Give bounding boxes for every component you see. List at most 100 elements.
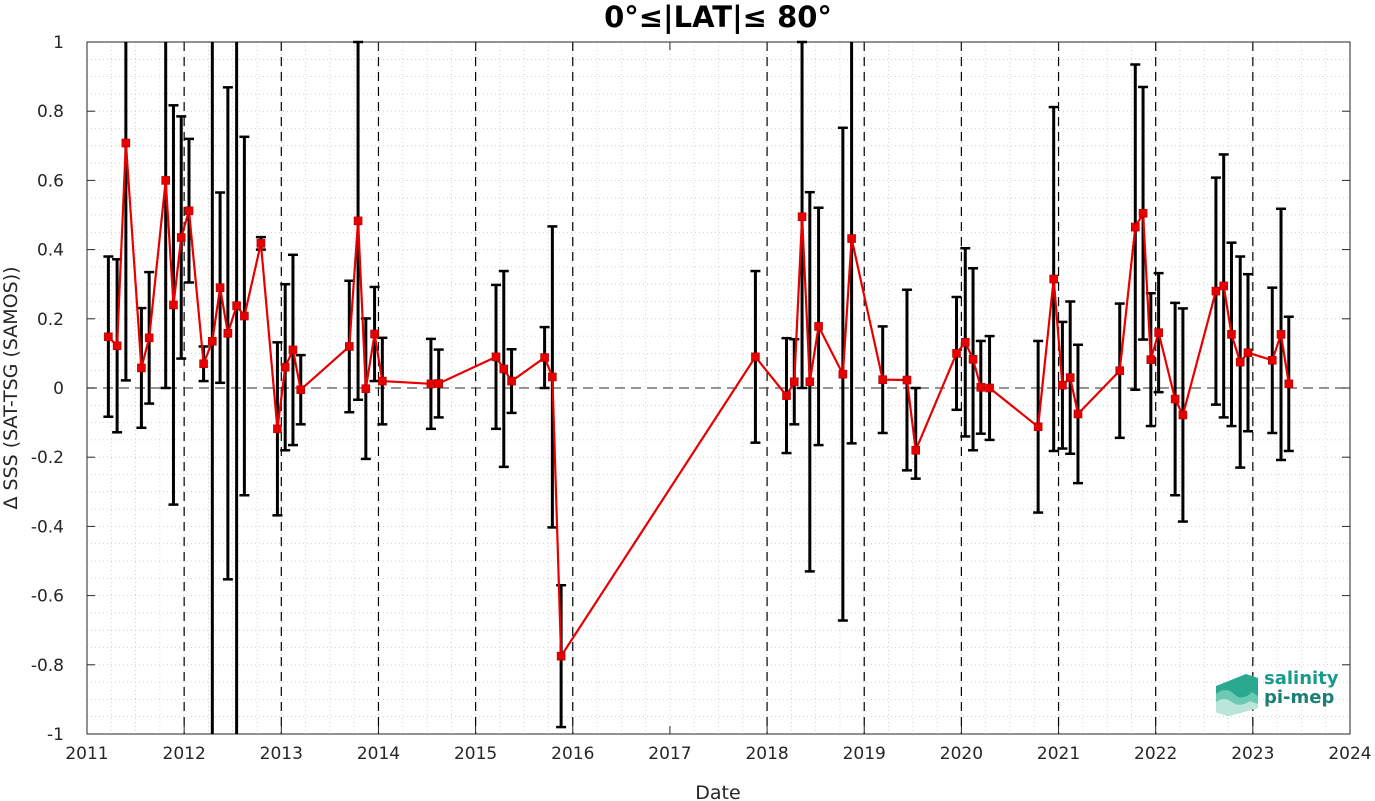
data-point-marker bbox=[1146, 355, 1156, 364]
y-tick-label: 0.2 bbox=[37, 310, 64, 330]
data-point-marker bbox=[751, 352, 760, 362]
data-point-marker bbox=[1219, 281, 1228, 291]
data-point-marker bbox=[370, 329, 379, 339]
y-axis-label: Δ SSS (SAT-TSG (SAMOS)) bbox=[0, 266, 22, 509]
data-point-marker bbox=[1073, 409, 1083, 419]
x-tick-label: 2014 bbox=[357, 744, 400, 764]
data-point-marker bbox=[1058, 380, 1067, 390]
tick-labels: 2011 2012 2013 2014 2015 2016 2017 2018 2019 2020… bbox=[31, 33, 1372, 764]
data-point-marker bbox=[838, 369, 848, 379]
y-tick-label: 0.4 bbox=[37, 241, 64, 261]
data-point-marker bbox=[199, 359, 208, 369]
data-point-marker bbox=[782, 391, 791, 400]
data-point-marker bbox=[556, 651, 566, 661]
data-point-marker bbox=[902, 375, 912, 385]
data-point-marker bbox=[378, 376, 387, 386]
data-point-marker bbox=[911, 445, 921, 455]
data-point-marker bbox=[161, 176, 170, 185]
data-point-marker bbox=[797, 212, 807, 222]
data-point-marker bbox=[507, 376, 516, 386]
data-point-marker bbox=[1284, 379, 1294, 389]
data-point-marker bbox=[1211, 286, 1221, 296]
data-point-marker bbox=[1138, 208, 1148, 218]
data-point-marker bbox=[1227, 330, 1236, 339]
data-point-marker bbox=[1267, 356, 1277, 365]
y-tick-label: -1 bbox=[47, 725, 64, 745]
y-tick-label: 1 bbox=[53, 33, 64, 53]
x-tick-label: 2022 bbox=[1134, 744, 1177, 764]
x-tick-label: 2020 bbox=[940, 744, 983, 764]
x-tick-label: 2011 bbox=[65, 744, 108, 764]
data-point-marker bbox=[137, 363, 146, 373]
data-point-marker bbox=[1178, 410, 1188, 420]
data-point-marker bbox=[223, 329, 233, 338]
data-point-marker bbox=[1065, 373, 1075, 382]
data-point-marker bbox=[1170, 394, 1180, 404]
data-point-marker bbox=[499, 364, 509, 374]
axes bbox=[86, 41, 1351, 735]
y-tick-label: 0 bbox=[53, 379, 64, 399]
data-point-marker bbox=[280, 362, 290, 372]
data-series bbox=[104, 138, 1294, 661]
data-point-marker bbox=[345, 342, 354, 351]
y-tick-label: -0.2 bbox=[31, 448, 64, 468]
data-point-marker bbox=[176, 233, 186, 242]
data-point-marker bbox=[215, 283, 225, 292]
data-point-marker bbox=[169, 300, 178, 310]
chart-title: 0°≤|LAT|≤ 80° bbox=[604, 0, 832, 34]
x-tick-label: 2017 bbox=[648, 744, 691, 764]
data-point-marker bbox=[1115, 366, 1125, 376]
x-tick-label: 2016 bbox=[551, 744, 594, 764]
data-point-marker bbox=[985, 383, 994, 393]
x-tick-label: 2015 bbox=[454, 744, 497, 764]
y-tick-label: 0.6 bbox=[37, 171, 64, 191]
data-point-marker bbox=[288, 345, 298, 355]
x-tick-label: 2023 bbox=[1231, 744, 1274, 764]
logo-text-pimep: pi-mep bbox=[1264, 687, 1335, 708]
data-point-marker bbox=[976, 383, 986, 392]
data-point-marker bbox=[960, 338, 970, 347]
salinity-pimep-logo: salinity pi-mep bbox=[1212, 668, 1342, 718]
data-point-marker bbox=[814, 322, 823, 331]
data-point-marker bbox=[878, 375, 887, 384]
data-point-marker bbox=[426, 379, 436, 389]
data-point-marker bbox=[104, 332, 113, 342]
data-point-marker bbox=[184, 206, 194, 216]
data-point-marker bbox=[1049, 274, 1058, 284]
data-point-marker bbox=[805, 377, 815, 387]
x-tick-label: 2024 bbox=[1328, 744, 1371, 764]
data-point-marker bbox=[1033, 422, 1043, 432]
data-point-marker bbox=[296, 385, 306, 395]
minor-grid bbox=[86, 41, 1351, 735]
data-point-marker bbox=[1154, 328, 1163, 337]
data-point-marker bbox=[1243, 348, 1253, 358]
x-tick-label: 2018 bbox=[745, 744, 788, 764]
data-point-marker bbox=[240, 311, 249, 321]
data-point-marker bbox=[1276, 330, 1286, 339]
data-point-marker bbox=[232, 301, 241, 310]
data-point-marker bbox=[273, 424, 282, 434]
data-point-marker bbox=[112, 341, 122, 351]
data-point-marker bbox=[847, 234, 856, 243]
data-point-marker bbox=[434, 379, 443, 388]
data-point-marker bbox=[789, 377, 799, 387]
y-tick-label: -0.6 bbox=[31, 587, 64, 607]
y-tick-label: 0.8 bbox=[37, 102, 64, 122]
x-tick-label: 2021 bbox=[1037, 744, 1080, 764]
data-point-marker bbox=[256, 239, 266, 248]
data-point-marker bbox=[548, 372, 557, 382]
data-point-marker bbox=[144, 333, 154, 343]
data-point-marker bbox=[952, 349, 961, 358]
data-point-marker bbox=[353, 216, 363, 226]
data-point-marker bbox=[208, 336, 217, 346]
data-point-marker bbox=[968, 354, 978, 364]
data-point-marker bbox=[1235, 357, 1245, 367]
x-tick-label: 2012 bbox=[163, 744, 206, 764]
x-axis-label: Date bbox=[695, 782, 740, 801]
data-point-marker bbox=[540, 353, 549, 362]
y-tick-label: -0.8 bbox=[31, 656, 64, 676]
data-point-marker bbox=[1130, 222, 1140, 232]
data-point-marker bbox=[491, 352, 501, 362]
x-tick-label: 2013 bbox=[260, 744, 303, 764]
